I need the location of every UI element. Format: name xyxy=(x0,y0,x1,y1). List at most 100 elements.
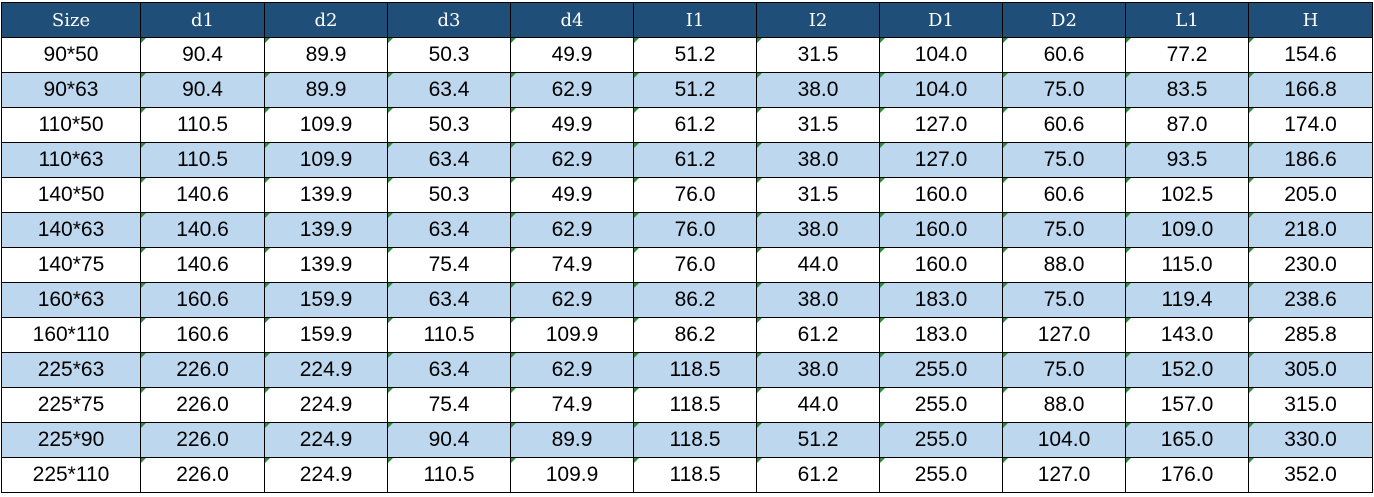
value-cell: 224.9 xyxy=(264,422,388,458)
header-cell: I2 xyxy=(756,2,880,38)
value-cell: 352.0 xyxy=(1248,457,1373,493)
value-cell: 62.9 xyxy=(510,352,634,388)
size-cell: 140*63 xyxy=(1,212,141,248)
value-cell: 104.0 xyxy=(879,72,1003,108)
size-cell: 90*63 xyxy=(1,72,141,108)
value-cell: 157.0 xyxy=(1125,387,1249,423)
table-row: 160*110 160.6 159.9 110.5 109.9 86.2 61.2 183.0… xyxy=(1,317,1373,353)
value-cell: 49.9 xyxy=(510,177,634,213)
value-cell: 75.0 xyxy=(1002,142,1126,178)
value-cell: 226.0 xyxy=(140,422,265,458)
value-cell: 63.4 xyxy=(387,72,511,108)
header-cell: Size xyxy=(1,2,141,38)
value-cell: 109.9 xyxy=(264,142,388,178)
header-cell: d4 xyxy=(510,2,634,38)
value-cell: 90.4 xyxy=(140,37,265,73)
table-row: 90*50 90.4 89.9 50.3 49.9 51.2 31.5 104.0 60.6 77… xyxy=(1,37,1373,73)
value-cell: 61.2 xyxy=(633,142,757,178)
value-cell: 143.0 xyxy=(1125,317,1249,353)
value-cell: 255.0 xyxy=(879,352,1003,388)
value-cell: 89.9 xyxy=(264,72,388,108)
value-cell: 50.3 xyxy=(387,107,511,143)
value-cell: 77.2 xyxy=(1125,37,1249,73)
size-cell: 160*63 xyxy=(1,282,141,318)
value-cell: 183.0 xyxy=(879,282,1003,318)
value-cell: 226.0 xyxy=(140,352,265,388)
value-cell: 154.6 xyxy=(1248,37,1373,73)
value-cell: 60.6 xyxy=(1002,107,1126,143)
value-cell: 76.0 xyxy=(633,177,757,213)
value-cell: 255.0 xyxy=(879,457,1003,493)
value-cell: 90.4 xyxy=(387,422,511,458)
table-row: 140*50 140.6 139.9 50.3 49.9 76.0 31.5 160.0 60.… xyxy=(1,177,1373,213)
header-cell: d2 xyxy=(264,2,388,38)
value-cell: 88.0 xyxy=(1002,387,1126,423)
value-cell: 51.2 xyxy=(633,37,757,73)
value-cell: 75.0 xyxy=(1002,72,1126,108)
value-cell: 61.2 xyxy=(633,107,757,143)
value-cell: 63.4 xyxy=(387,142,511,178)
header-cell: d1 xyxy=(140,2,265,38)
value-cell: 104.0 xyxy=(879,37,1003,73)
value-cell: 90.4 xyxy=(140,72,265,108)
value-cell: 218.0 xyxy=(1248,212,1373,248)
value-cell: 89.9 xyxy=(510,422,634,458)
value-cell: 160.6 xyxy=(140,282,265,318)
value-cell: 186.6 xyxy=(1248,142,1373,178)
value-cell: 140.6 xyxy=(140,177,265,213)
header-cell: d3 xyxy=(387,2,511,38)
value-cell: 60.6 xyxy=(1002,177,1126,213)
size-cell: 140*50 xyxy=(1,177,141,213)
value-cell: 86.2 xyxy=(633,317,757,353)
value-cell: 74.9 xyxy=(510,247,634,283)
value-cell: 109.0 xyxy=(1125,212,1249,248)
value-cell: 159.9 xyxy=(264,282,388,318)
value-cell: 224.9 xyxy=(264,457,388,493)
value-cell: 160.6 xyxy=(140,317,265,353)
value-cell: 61.2 xyxy=(756,457,880,493)
value-cell: 224.9 xyxy=(264,387,388,423)
value-cell: 109.9 xyxy=(510,317,634,353)
value-cell: 127.0 xyxy=(1002,317,1126,353)
value-cell: 31.5 xyxy=(756,37,880,73)
value-cell: 226.0 xyxy=(140,457,265,493)
value-cell: 75.4 xyxy=(387,247,511,283)
value-cell: 50.3 xyxy=(387,37,511,73)
value-cell: 62.9 xyxy=(510,72,634,108)
table-row: 110*50 110.5 109.9 50.3 49.9 61.2 31.5 127.0 60.… xyxy=(1,107,1373,143)
value-cell: 76.0 xyxy=(633,247,757,283)
value-cell: 119.4 xyxy=(1125,282,1249,318)
header-cell: D2 xyxy=(1002,2,1126,38)
size-cell: 225*63 xyxy=(1,352,141,388)
table-row: 160*63 160.6 159.9 63.4 62.9 86.2 38.0 183.0 75.… xyxy=(1,282,1373,318)
value-cell: 118.5 xyxy=(633,387,757,423)
header-cell: I1 xyxy=(633,2,757,38)
value-cell: 86.2 xyxy=(633,282,757,318)
value-cell: 166.8 xyxy=(1248,72,1373,108)
value-cell: 118.5 xyxy=(633,422,757,458)
value-cell: 63.4 xyxy=(387,282,511,318)
size-cell: 90*50 xyxy=(1,37,141,73)
header-cell: L1 xyxy=(1125,2,1249,38)
value-cell: 76.0 xyxy=(633,212,757,248)
table-row: 110*63 110.5 109.9 63.4 62.9 61.2 38.0 127.0 75.… xyxy=(1,142,1373,178)
value-cell: 38.0 xyxy=(756,352,880,388)
table-row: 140*75 140.6 139.9 75.4 74.9 76.0 44.0 160.0 88.… xyxy=(1,247,1373,283)
value-cell: 230.0 xyxy=(1248,247,1373,283)
value-cell: 224.9 xyxy=(264,352,388,388)
value-cell: 127.0 xyxy=(1002,457,1126,493)
value-cell: 139.9 xyxy=(264,247,388,283)
table-row: 90*63 90.4 89.9 63.4 62.9 51.2 38.0 104.0 75.0 83… xyxy=(1,72,1373,108)
value-cell: 139.9 xyxy=(264,177,388,213)
value-cell: 38.0 xyxy=(756,142,880,178)
size-cell: 110*50 xyxy=(1,107,141,143)
value-cell: 31.5 xyxy=(756,177,880,213)
size-cell: 225*75 xyxy=(1,387,141,423)
value-cell: 104.0 xyxy=(1002,422,1126,458)
value-cell: 38.0 xyxy=(756,212,880,248)
table-row: 225*90 226.0 224.9 90.4 89.9 118.5 51.2 255.0 10… xyxy=(1,422,1373,458)
table-body: 90*50 90.4 89.9 50.3 49.9 51.2 31.5 104.0 60.6 77… xyxy=(1,37,1373,493)
table-row: 140*63 140.6 139.9 63.4 62.9 76.0 38.0 160.0 75.… xyxy=(1,212,1373,248)
value-cell: 75.4 xyxy=(387,387,511,423)
value-cell: 110.5 xyxy=(387,317,511,353)
